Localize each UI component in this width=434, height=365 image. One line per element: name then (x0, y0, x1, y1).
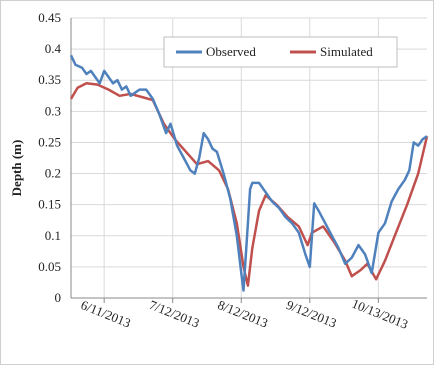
series-lines (69, 54, 429, 292)
x-tick-label: 8/12/2013 (216, 297, 271, 331)
y-tick-label: 0.2 (45, 166, 61, 181)
legend-label-simulated: Simulated (320, 44, 373, 59)
y-tick-label: 0.45 (38, 10, 61, 25)
series-line-observed (69, 54, 428, 292)
x-tick-label: 10/13/2013 (350, 296, 411, 332)
y-tick-label: 0.35 (38, 72, 61, 87)
y-tick-label: 0 (55, 290, 62, 305)
y-tick-label: 0.1 (45, 228, 61, 243)
y-axis-title: Depth (m) (9, 140, 24, 197)
series-line-simulated (69, 82, 429, 287)
y-tick-label: 0.4 (45, 41, 62, 56)
y-tick-label: 0.05 (38, 259, 61, 274)
legend-label-observed: Observed (206, 44, 256, 59)
legend-box (163, 36, 398, 68)
y-tick-label: 0.15 (38, 197, 61, 212)
y-tick-label: 0.25 (38, 134, 61, 149)
y-tick-label: 0.3 (45, 103, 61, 118)
legend: Observed Simulated (163, 36, 398, 68)
x-tick-label: 7/12/2013 (147, 297, 202, 331)
x-tick-label: 9/12/2013 (284, 297, 339, 331)
x-tick-label: 6/11/2013 (79, 297, 133, 330)
